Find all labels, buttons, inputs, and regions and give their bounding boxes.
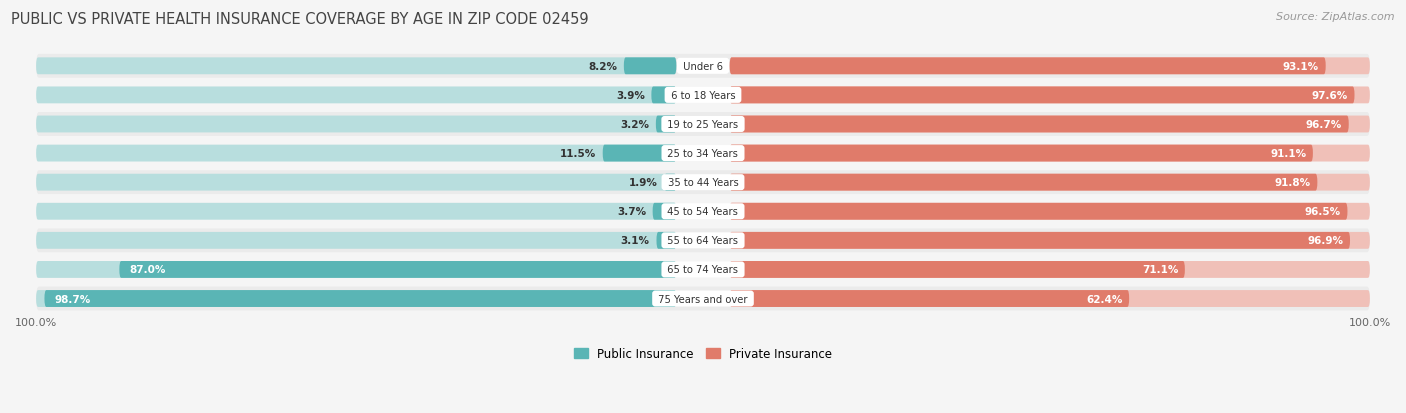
FancyBboxPatch shape xyxy=(37,258,1369,282)
FancyBboxPatch shape xyxy=(37,203,676,220)
FancyBboxPatch shape xyxy=(603,145,676,162)
Text: 8.2%: 8.2% xyxy=(588,62,617,71)
FancyBboxPatch shape xyxy=(730,174,1317,191)
Text: 97.6%: 97.6% xyxy=(1312,91,1348,101)
FancyBboxPatch shape xyxy=(730,58,1369,75)
Text: 11.5%: 11.5% xyxy=(560,149,596,159)
Text: 96.9%: 96.9% xyxy=(1308,236,1343,246)
FancyBboxPatch shape xyxy=(730,87,1354,104)
FancyBboxPatch shape xyxy=(37,58,676,75)
FancyBboxPatch shape xyxy=(37,174,676,191)
Text: 62.4%: 62.4% xyxy=(1085,294,1122,304)
Text: 3.1%: 3.1% xyxy=(621,236,650,246)
FancyBboxPatch shape xyxy=(730,233,1369,249)
Text: 65 to 74 Years: 65 to 74 Years xyxy=(665,265,741,275)
Text: Source: ZipAtlas.com: Source: ZipAtlas.com xyxy=(1277,12,1395,22)
FancyBboxPatch shape xyxy=(37,287,1369,311)
FancyBboxPatch shape xyxy=(730,290,1129,307)
Text: 19 to 25 Years: 19 to 25 Years xyxy=(665,120,741,130)
FancyBboxPatch shape xyxy=(37,290,676,307)
Text: 3.2%: 3.2% xyxy=(620,120,650,130)
FancyBboxPatch shape xyxy=(730,58,1326,75)
Text: 1.9%: 1.9% xyxy=(628,178,658,188)
Text: 3.7%: 3.7% xyxy=(617,207,645,217)
Text: 96.5%: 96.5% xyxy=(1305,207,1341,217)
FancyBboxPatch shape xyxy=(37,200,1369,224)
FancyBboxPatch shape xyxy=(624,58,676,75)
FancyBboxPatch shape xyxy=(730,145,1369,162)
FancyBboxPatch shape xyxy=(730,261,1185,278)
Legend: Public Insurance, Private Insurance: Public Insurance, Private Insurance xyxy=(569,342,837,365)
Text: 87.0%: 87.0% xyxy=(129,265,166,275)
FancyBboxPatch shape xyxy=(657,233,676,249)
Text: 91.1%: 91.1% xyxy=(1270,149,1306,159)
Text: 3.9%: 3.9% xyxy=(616,91,645,101)
Text: 91.8%: 91.8% xyxy=(1275,178,1310,188)
FancyBboxPatch shape xyxy=(730,290,1369,307)
FancyBboxPatch shape xyxy=(730,174,1369,191)
Text: Under 6: Under 6 xyxy=(681,62,725,71)
FancyBboxPatch shape xyxy=(37,261,676,278)
Text: 75 Years and over: 75 Years and over xyxy=(655,294,751,304)
FancyBboxPatch shape xyxy=(37,233,676,249)
Text: 55 to 64 Years: 55 to 64 Years xyxy=(665,236,741,246)
FancyBboxPatch shape xyxy=(664,174,676,191)
Text: 35 to 44 Years: 35 to 44 Years xyxy=(665,178,741,188)
Text: 6 to 18 Years: 6 to 18 Years xyxy=(668,91,738,101)
FancyBboxPatch shape xyxy=(37,142,1369,166)
FancyBboxPatch shape xyxy=(730,203,1369,220)
Text: 45 to 54 Years: 45 to 54 Years xyxy=(665,207,741,217)
FancyBboxPatch shape xyxy=(730,203,1347,220)
FancyBboxPatch shape xyxy=(652,203,676,220)
Text: 96.7%: 96.7% xyxy=(1306,120,1343,130)
Text: PUBLIC VS PRIVATE HEALTH INSURANCE COVERAGE BY AGE IN ZIP CODE 02459: PUBLIC VS PRIVATE HEALTH INSURANCE COVER… xyxy=(11,12,589,27)
Text: 98.7%: 98.7% xyxy=(55,294,91,304)
FancyBboxPatch shape xyxy=(651,87,676,104)
FancyBboxPatch shape xyxy=(37,55,1369,78)
FancyBboxPatch shape xyxy=(730,145,1313,162)
FancyBboxPatch shape xyxy=(37,113,1369,137)
FancyBboxPatch shape xyxy=(37,229,1369,253)
FancyBboxPatch shape xyxy=(37,171,1369,195)
FancyBboxPatch shape xyxy=(37,145,676,162)
FancyBboxPatch shape xyxy=(37,116,676,133)
Text: 25 to 34 Years: 25 to 34 Years xyxy=(665,149,741,159)
FancyBboxPatch shape xyxy=(655,116,676,133)
FancyBboxPatch shape xyxy=(730,116,1348,133)
FancyBboxPatch shape xyxy=(120,261,676,278)
Text: 71.1%: 71.1% xyxy=(1142,265,1178,275)
FancyBboxPatch shape xyxy=(37,87,676,104)
FancyBboxPatch shape xyxy=(730,87,1369,104)
FancyBboxPatch shape xyxy=(730,116,1369,133)
FancyBboxPatch shape xyxy=(45,290,676,307)
FancyBboxPatch shape xyxy=(37,84,1369,107)
FancyBboxPatch shape xyxy=(730,233,1350,249)
FancyBboxPatch shape xyxy=(730,261,1369,278)
Text: 93.1%: 93.1% xyxy=(1282,62,1319,71)
